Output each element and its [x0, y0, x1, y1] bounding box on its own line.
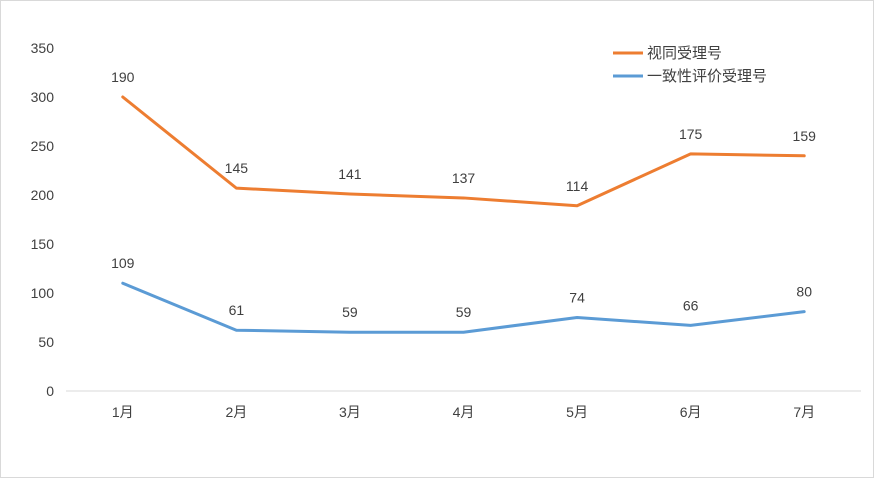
x-tick-label: 6月 [680, 404, 702, 420]
y-tick-label: 300 [31, 89, 55, 105]
y-tick-label: 250 [31, 138, 55, 154]
y-axis-ticks: 0 50 100 150 200 250 300 350 [31, 40, 55, 399]
series-line-2 [121, 281, 806, 334]
y-tick-label: 50 [38, 334, 54, 350]
data-label: 159 [793, 128, 817, 144]
data-label: 109 [111, 255, 135, 271]
series-layer: 190 145 141 137 114 175 159 109 61 59 59 74 66 80 [111, 69, 817, 334]
data-label: 59 [456, 304, 472, 320]
y-tick-label: 350 [31, 40, 55, 56]
series-line-1 [121, 95, 806, 208]
y-tick-label: 100 [31, 285, 55, 301]
x-tick-label: 3月 [339, 404, 361, 420]
legend-label-2: 一致性评价受理号 [647, 68, 767, 85]
data-label: 190 [111, 69, 135, 85]
data-label: 66 [683, 297, 699, 313]
x-tick-label: 7月 [793, 404, 815, 420]
data-label: 145 [225, 160, 249, 176]
x-axis: 1月 2月 3月 4月 5月 6月 7月 [66, 390, 861, 420]
x-tick-label: 4月 [453, 404, 475, 420]
data-label: 80 [796, 284, 812, 300]
data-label: 74 [569, 290, 585, 306]
x-tick-label: 5月 [566, 404, 588, 420]
x-tick-label: 2月 [225, 404, 247, 420]
y-tick-label: 0 [46, 383, 54, 399]
x-tick-label: 1月 [112, 404, 134, 420]
data-label: 61 [229, 302, 245, 318]
data-label: 175 [679, 126, 703, 142]
data-label: 137 [452, 170, 476, 186]
data-label: 141 [338, 166, 362, 182]
data-label: 114 [566, 178, 589, 194]
y-tick-label: 150 [31, 236, 55, 252]
legend-label-1: 视同受理号 [647, 45, 722, 62]
data-label: 59 [342, 304, 358, 320]
y-tick-label: 200 [31, 187, 55, 203]
